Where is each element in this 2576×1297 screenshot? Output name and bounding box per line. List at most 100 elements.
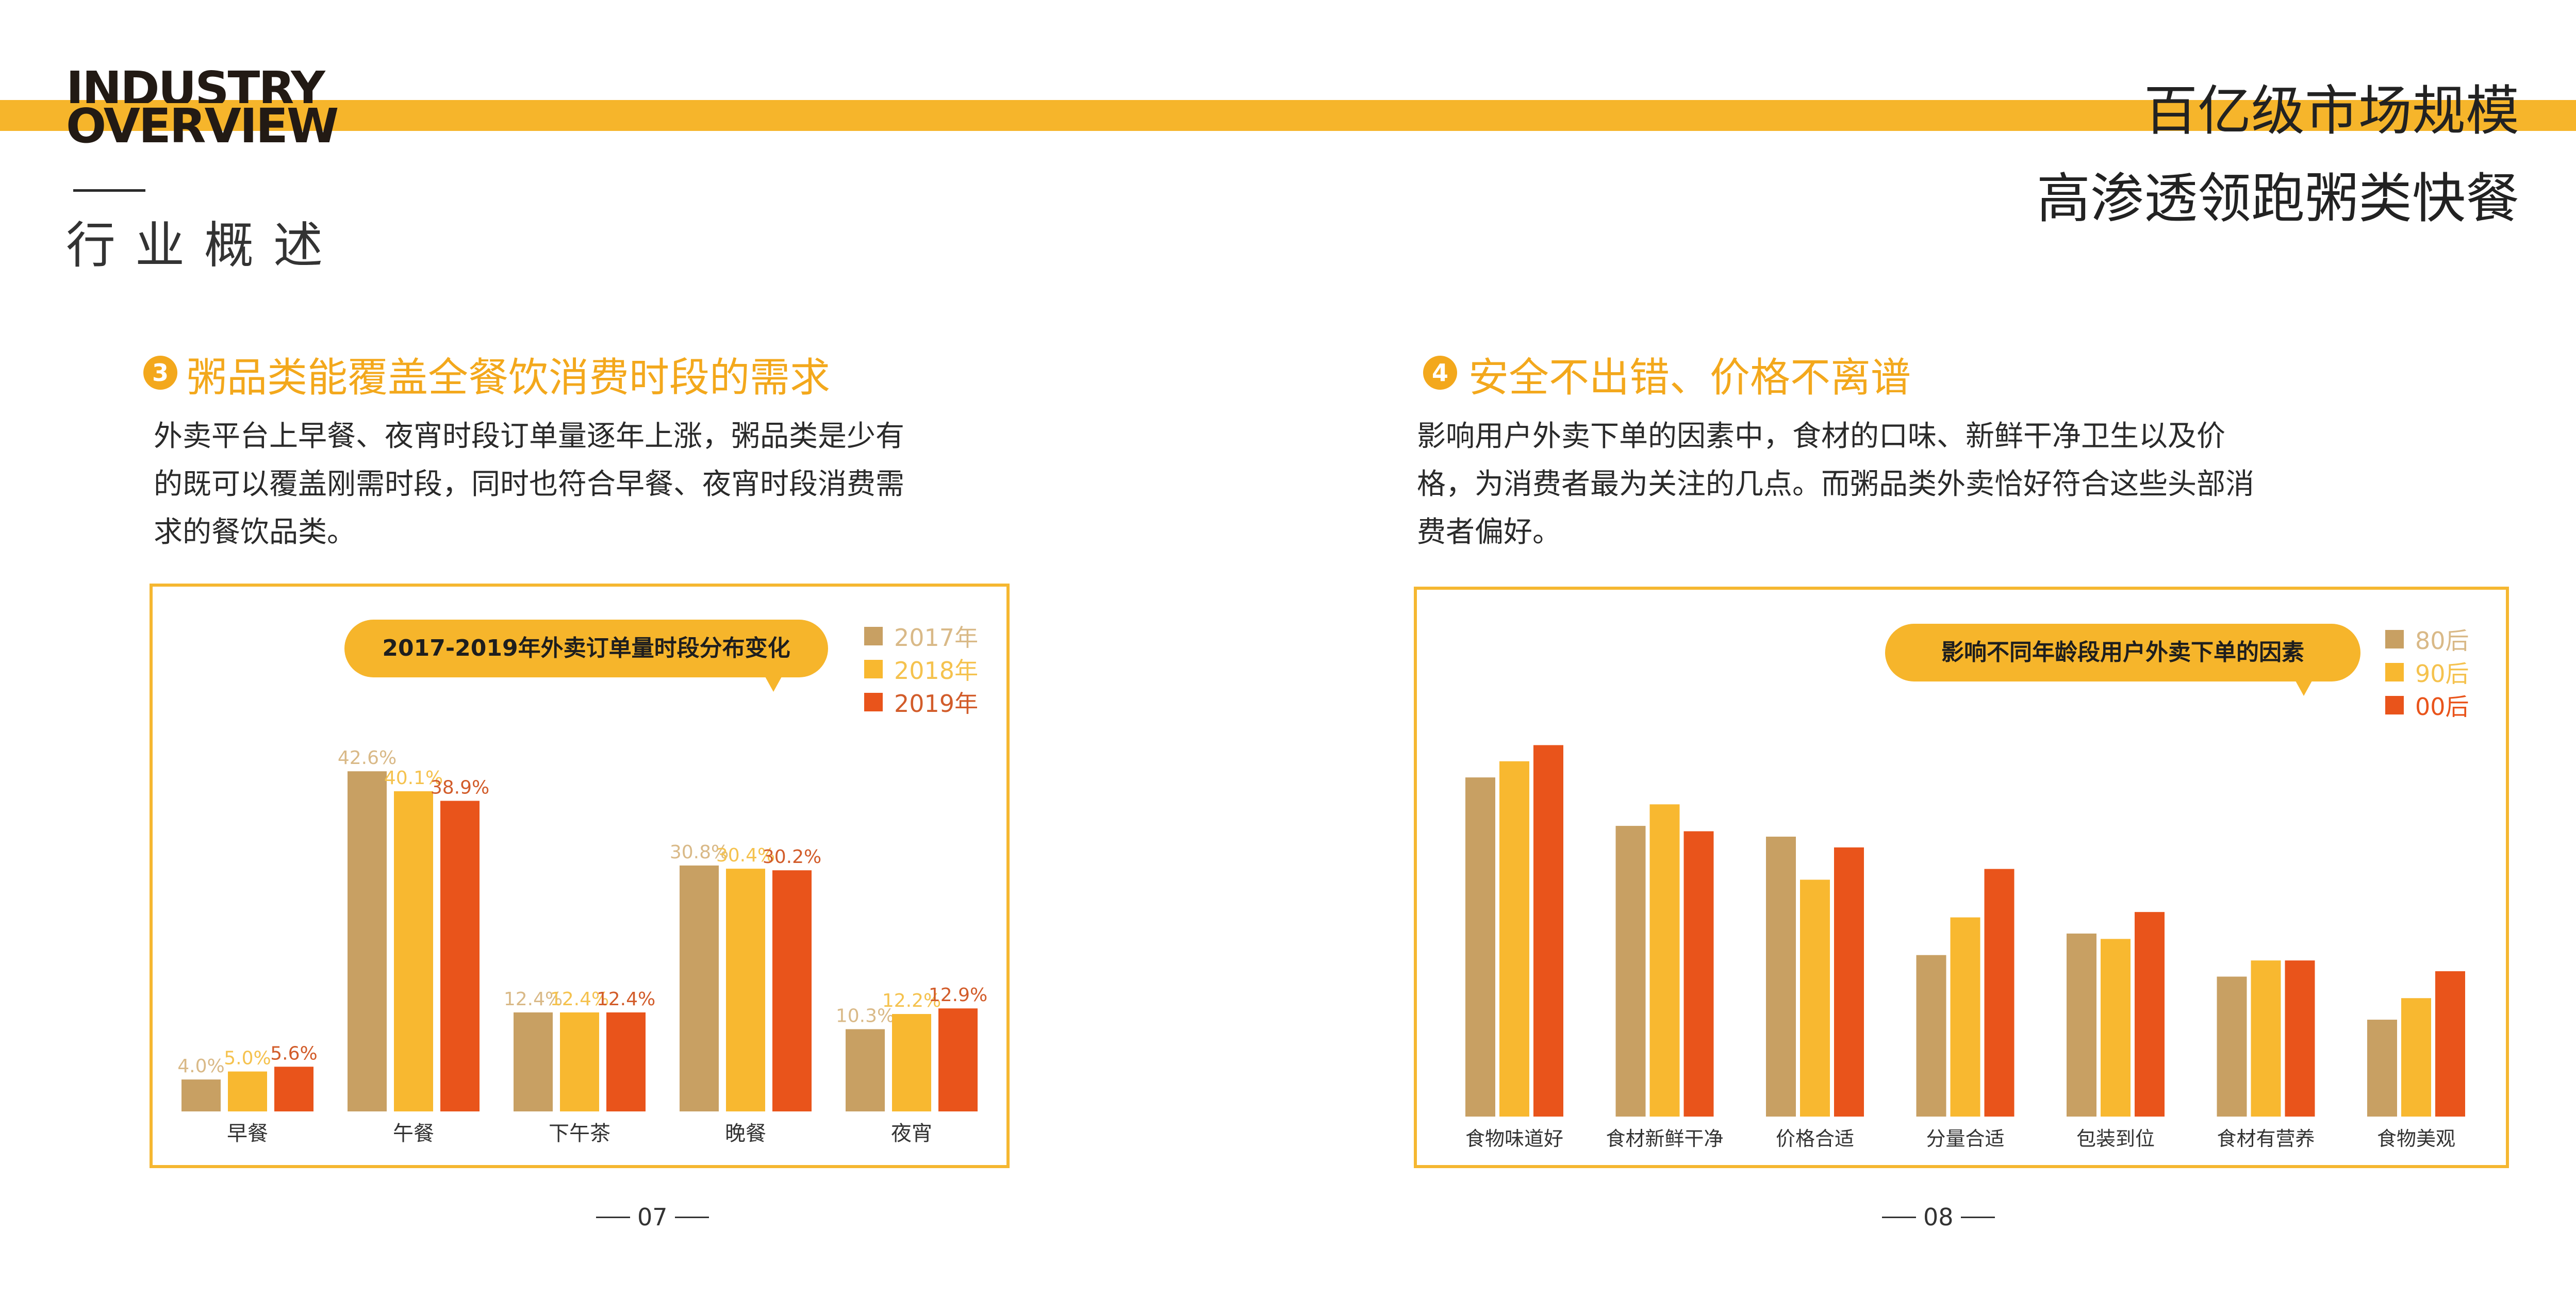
section-heading-left: 粥品类能覆盖全餐饮消费时段的需求 bbox=[187, 355, 831, 401]
bar bbox=[2067, 933, 2096, 1117]
x-tick-label: 夜宵 bbox=[891, 1122, 932, 1145]
data-label: 12.4% bbox=[597, 989, 655, 1010]
bar bbox=[2435, 971, 2465, 1117]
chart-title-bubble-left: 2017-2019年外卖订单量时段分布变化 bbox=[344, 620, 828, 692]
page-dash bbox=[674, 1216, 709, 1218]
x-tick-label: 食物味道好 bbox=[1465, 1127, 1563, 1150]
x-tick-label: 午餐 bbox=[393, 1122, 434, 1145]
bar bbox=[1533, 745, 1563, 1117]
page-number-text: 08 bbox=[1923, 1203, 1954, 1231]
chart-frame-right bbox=[1414, 587, 2509, 1168]
title-industry: INDUSTRY bbox=[66, 66, 325, 103]
section-title-chinese: 行业概述 bbox=[66, 217, 342, 274]
bar bbox=[348, 771, 387, 1111]
legend-label: 2019年 bbox=[894, 690, 979, 718]
page-number-right: 08 bbox=[1875, 1203, 2002, 1231]
bar bbox=[1984, 869, 2014, 1117]
bar bbox=[1766, 836, 1796, 1117]
section-heading-right: 安全不出错、价格不离谱 bbox=[1468, 355, 1911, 401]
legend-item-80s: 80后 bbox=[2385, 623, 2469, 656]
title-divider bbox=[73, 189, 145, 192]
legend-item-2017: 2017年 bbox=[864, 620, 978, 653]
data-label: 30.8% bbox=[670, 842, 729, 863]
data-label: 30.4% bbox=[716, 845, 775, 866]
paragraph-line: 费者偏好。 bbox=[1417, 516, 1561, 549]
bar bbox=[394, 791, 433, 1111]
bar bbox=[2285, 960, 2315, 1117]
legend-swatch bbox=[2385, 630, 2404, 648]
bar bbox=[2217, 976, 2247, 1117]
bar bbox=[2251, 960, 2281, 1117]
paragraph-right: 影响用户外卖下单的因素中，食材的口味、新鲜干净卫生以及价 格，为消费者最为关注的… bbox=[1417, 412, 2254, 556]
bar bbox=[1683, 831, 1714, 1117]
bar bbox=[726, 869, 765, 1111]
bar bbox=[772, 870, 812, 1111]
data-label: 5.6% bbox=[270, 1043, 317, 1064]
bar bbox=[2401, 998, 2431, 1117]
bubble-tail bbox=[2292, 675, 2315, 696]
legend-label: 80后 bbox=[2415, 627, 2469, 655]
legend-item-90s: 90后 bbox=[2385, 656, 2469, 689]
legend-swatch bbox=[864, 660, 883, 678]
x-tick-label: 食材有营养 bbox=[2217, 1127, 2315, 1150]
data-label: 30.2% bbox=[763, 846, 821, 868]
bar bbox=[2101, 939, 2131, 1117]
headline-market-size: 百亿级市场规模 bbox=[2143, 79, 2519, 142]
bar bbox=[1800, 879, 1830, 1117]
bar bbox=[440, 801, 480, 1111]
section-number-badge: 4 bbox=[1423, 356, 1457, 390]
data-label: 40.1% bbox=[384, 768, 443, 789]
data-label: 38.9% bbox=[431, 777, 489, 798]
bar bbox=[1499, 761, 1529, 1117]
title-overview: OVERVIEW bbox=[66, 98, 339, 154]
chart-title-left: 2017-2019年外卖订单量时段分布变化 bbox=[382, 635, 790, 661]
bar bbox=[1916, 955, 1946, 1117]
bar bbox=[1615, 826, 1646, 1117]
bar bbox=[606, 1012, 646, 1111]
data-label: 5.0% bbox=[224, 1048, 271, 1069]
page-number-text: 07 bbox=[637, 1203, 668, 1231]
x-tick-label: 食材新鲜干净 bbox=[1606, 1127, 1723, 1150]
bar bbox=[892, 1014, 931, 1111]
legend-swatch bbox=[864, 693, 883, 711]
bar bbox=[181, 1079, 221, 1111]
data-label: 12.4% bbox=[504, 989, 563, 1010]
legend-label: 2017年 bbox=[894, 624, 979, 652]
legend-left: 2017年 2018年 2019年 bbox=[864, 620, 978, 719]
bar bbox=[274, 1067, 313, 1111]
legend-right: 80后 90后 00后 bbox=[2385, 623, 2469, 722]
page-dash bbox=[596, 1216, 630, 1218]
x-tick-label: 分量合适 bbox=[1926, 1127, 2004, 1150]
bar bbox=[1950, 917, 1980, 1117]
x-tick-label: 下午茶 bbox=[549, 1122, 610, 1145]
data-label: 4.0% bbox=[177, 1056, 224, 1077]
x-tick-label: 价格合适 bbox=[1776, 1127, 1854, 1150]
paragraph-line: 影响用户外卖下单的因素中，食材的口味、新鲜干净卫生以及价 bbox=[1417, 420, 2225, 453]
chart-frame-left bbox=[150, 584, 1010, 1168]
page-number-left: 07 bbox=[589, 1203, 716, 1231]
paragraph-line: 的既可以覆盖刚需时段，同时也符合早餐、夜宵时段消费需 bbox=[154, 468, 904, 501]
bar bbox=[2135, 912, 2165, 1117]
data-label: 10.3% bbox=[836, 1005, 895, 1026]
bar bbox=[1465, 777, 1495, 1117]
x-tick-label: 早餐 bbox=[227, 1122, 268, 1145]
paragraph-left: 外卖平台上早餐、夜宵时段订单量逐年上涨，粥品类是少有 的既可以覆盖刚需时段，同时… bbox=[154, 412, 904, 556]
paragraph-line: 外卖平台上早餐、夜宵时段订单量逐年上涨，粥品类是少有 bbox=[154, 420, 904, 453]
legend-item-2019: 2019年 bbox=[864, 686, 978, 719]
legend-item-00s: 00后 bbox=[2385, 689, 2469, 722]
legend-label: 2018年 bbox=[894, 657, 979, 685]
legend-swatch bbox=[2385, 663, 2404, 681]
bar bbox=[1649, 804, 1680, 1117]
bar bbox=[560, 1012, 599, 1111]
bubble-tail bbox=[762, 671, 785, 692]
paragraph-line: 求的餐饮品类。 bbox=[154, 516, 356, 549]
x-tick-label: 晚餐 bbox=[725, 1122, 766, 1145]
legend-label: 00后 bbox=[2415, 693, 2469, 721]
page-dash bbox=[1960, 1216, 1995, 1218]
paragraph-line: 格，为消费者最为关注的几点。而粥品类外卖恰好符合这些头部消 bbox=[1417, 468, 2254, 501]
page-dash bbox=[1882, 1216, 1916, 1218]
legend-item-2018: 2018年 bbox=[864, 653, 978, 686]
bar bbox=[938, 1008, 978, 1111]
data-label: 12.2% bbox=[882, 990, 941, 1011]
